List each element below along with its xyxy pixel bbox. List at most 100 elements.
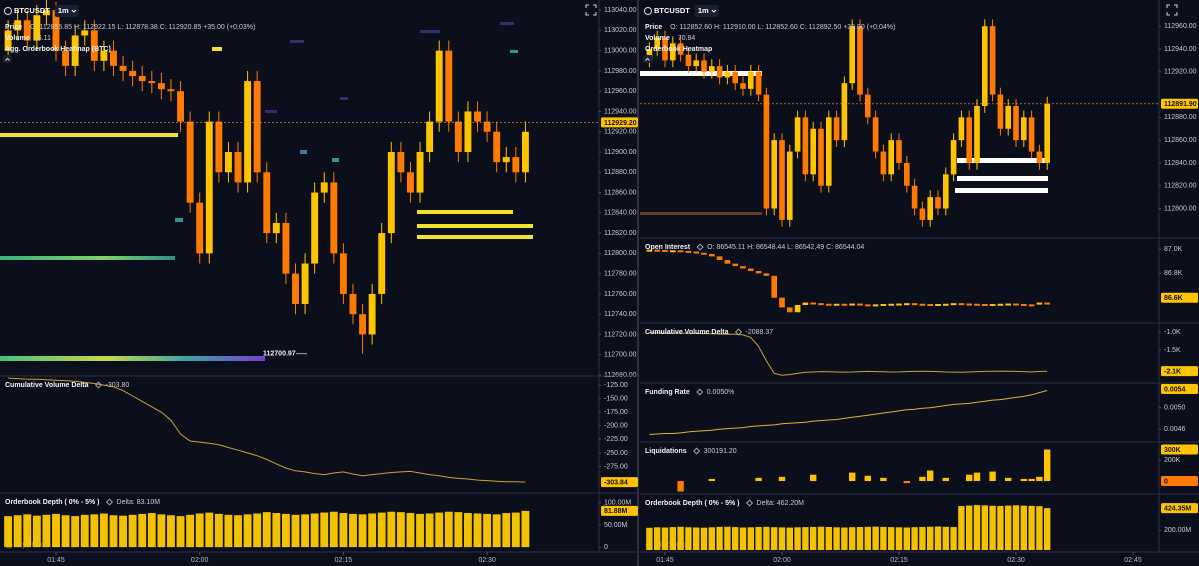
candle-body	[935, 197, 941, 209]
oi-candle	[747, 268, 754, 271]
candle-body	[755, 71, 762, 95]
bar	[880, 526, 887, 551]
heatmap-level	[417, 210, 513, 214]
candle-body	[215, 121, 223, 173]
candle-body	[502, 157, 510, 163]
y-tick-label: 112860.00	[1164, 137, 1197, 144]
heatmap-level	[417, 235, 533, 239]
bar	[661, 527, 669, 551]
y-tick-label: 112740.00	[604, 311, 637, 318]
candle-body	[148, 81, 156, 84]
candle-body	[825, 117, 832, 186]
bar	[973, 505, 981, 551]
value-marker-label: 424.35M	[1164, 505, 1191, 512]
pane-title: Price	[645, 24, 662, 31]
bar	[61, 515, 70, 548]
heatmap-level	[0, 133, 178, 137]
interval-button[interactable]	[54, 5, 79, 17]
heatmap-level	[955, 188, 1048, 193]
candle-body	[301, 263, 309, 305]
oi-candle	[818, 303, 824, 306]
bar	[732, 527, 739, 551]
symbol: BTCUSDT	[14, 6, 50, 15]
bar	[646, 527, 653, 551]
pane-legend: -303.80	[106, 382, 130, 389]
bar	[368, 513, 377, 548]
bar	[310, 513, 319, 548]
value-marker	[1161, 98, 1198, 109]
bar	[794, 527, 801, 551]
bar	[1020, 505, 1027, 551]
candle-body	[426, 121, 434, 153]
y-tick-label: 112920.00	[604, 129, 637, 136]
candle-body	[330, 182, 338, 254]
bar	[989, 505, 996, 551]
bar	[387, 511, 396, 548]
bar	[833, 527, 840, 551]
fullscreen-button[interactable]	[1166, 4, 1178, 16]
bar	[989, 471, 996, 482]
bar	[997, 505, 1004, 551]
candle-body	[989, 26, 996, 95]
candle-body	[1013, 105, 1019, 141]
pane-title: Orderbook Depth ( 0% - 5% )	[5, 499, 100, 506]
value-marker	[601, 505, 638, 516]
heatmap-label: Orderbook Heatmap	[645, 46, 712, 53]
candle-body	[1020, 117, 1027, 141]
oi-candle	[794, 304, 801, 313]
bar	[849, 472, 856, 482]
value-marker-label: 0	[1164, 478, 1168, 485]
bar	[377, 512, 386, 548]
x-tick-label: 02:45	[1124, 557, 1142, 564]
candle-body	[903, 162, 910, 186]
y-tick-label: 112920.00	[1164, 69, 1197, 76]
oi-candle	[864, 304, 871, 307]
bar	[416, 513, 424, 548]
bar	[958, 506, 965, 551]
bar	[973, 472, 981, 482]
heatmap-level	[340, 97, 348, 100]
y-tick-label: 100.00M	[604, 500, 631, 507]
pane-title: Cumulative Volume Delta	[645, 329, 729, 336]
fullscreen-icons	[585, 4, 1178, 16]
bar	[444, 511, 453, 548]
candle-body	[646, 48, 653, 61]
bar	[243, 514, 252, 548]
oi-candle	[1036, 302, 1043, 305]
candle-body	[693, 60, 700, 67]
candle-body	[966, 117, 973, 163]
candle-body	[701, 60, 707, 72]
bar	[942, 526, 949, 551]
symbol: BTCUSDT	[654, 6, 690, 15]
oi-candle	[701, 252, 707, 255]
oi-candle	[935, 304, 941, 307]
bar	[1044, 449, 1051, 482]
candle-body	[942, 174, 949, 209]
volume-title: Volume	[5, 35, 30, 42]
pane-legend: Delta: 462.20M	[757, 500, 805, 507]
heatmap-level	[500, 22, 514, 25]
bar	[138, 513, 147, 548]
bar	[1005, 477, 1012, 482]
interval-button[interactable]	[694, 5, 719, 17]
bar	[786, 527, 793, 551]
candle-body	[493, 131, 501, 163]
y-tick-label: 0.0050	[1164, 405, 1186, 412]
candle-body	[841, 83, 848, 141]
bar	[511, 512, 520, 548]
oi-candle	[763, 273, 770, 276]
oi-candle	[732, 263, 739, 267]
candle-body	[263, 172, 271, 234]
value-marker-label: 112891.90	[1164, 101, 1197, 108]
bar	[739, 527, 747, 551]
line-series	[649, 332, 1048, 376]
y-tick-label: 113040.00	[604, 7, 637, 14]
candle-body	[716, 66, 723, 78]
pane-legend: O: 86545.11 H: 86548.44 L: 86542.49 C: 8…	[707, 244, 864, 251]
bar	[224, 514, 233, 548]
bar	[99, 513, 108, 548]
candle-body	[1036, 151, 1043, 163]
fullscreen-button[interactable]	[585, 4, 597, 16]
bar	[32, 515, 41, 548]
oi-candle	[880, 304, 887, 307]
